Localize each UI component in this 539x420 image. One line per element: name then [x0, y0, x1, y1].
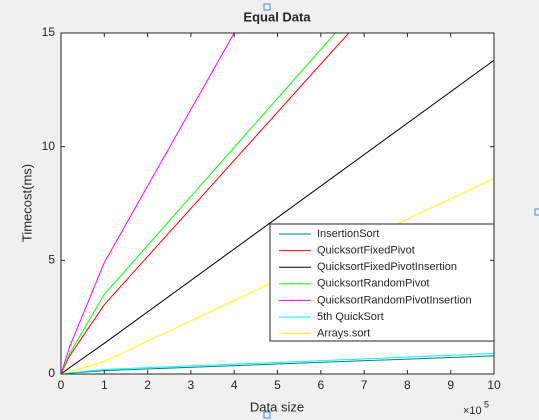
selection-handle [263, 3, 271, 11]
x-tick-label: 10 [487, 378, 501, 392]
x-tick-label: 7 [361, 378, 368, 392]
x-tick-label: 1 [101, 378, 108, 392]
x-tick-label: 3 [188, 378, 195, 392]
x-tick-label: 5 [274, 378, 281, 392]
series-line [61, 353, 494, 374]
x-axis-label: Data size [250, 399, 304, 414]
legend-label: QuicksortFixedPivotInsertion [317, 261, 457, 273]
legend-label: 5th QuickSort [317, 311, 384, 323]
selection-handle [534, 208, 539, 216]
x-tick-label: 4 [231, 378, 238, 392]
series-line [61, 33, 336, 374]
x-tick-label: 2 [144, 378, 151, 392]
x-tick-label: 9 [447, 378, 454, 392]
legend-label: QuicksortRandomPivot [317, 278, 430, 290]
x-multiplier: ×10 [463, 405, 482, 417]
series-line [61, 59, 494, 374]
y-tick-label: 10 [42, 139, 56, 153]
legend-label: QuicksortFixedPivot [317, 245, 415, 257]
legend-box [269, 223, 495, 342]
series-line [61, 33, 235, 374]
chart-title: Equal Data [243, 9, 311, 24]
legend-label: QuicksortRandomPivotInsertion [317, 294, 472, 306]
x-tick-label: 0 [58, 378, 65, 392]
x-tick-label: 6 [317, 378, 324, 392]
y-tick-label: 0 [48, 366, 55, 380]
legend-label: InsertionSort [317, 228, 379, 240]
x-exponent: 5 [484, 399, 489, 409]
x-tick-label: 8 [404, 378, 411, 392]
y-tick-label: 5 [48, 253, 55, 267]
y-tick-label: 15 [42, 25, 56, 39]
y-axis-label: Timecost(ms) [19, 164, 34, 242]
selection-handle [263, 411, 271, 419]
legend-label: Arrays.sort [317, 328, 370, 340]
